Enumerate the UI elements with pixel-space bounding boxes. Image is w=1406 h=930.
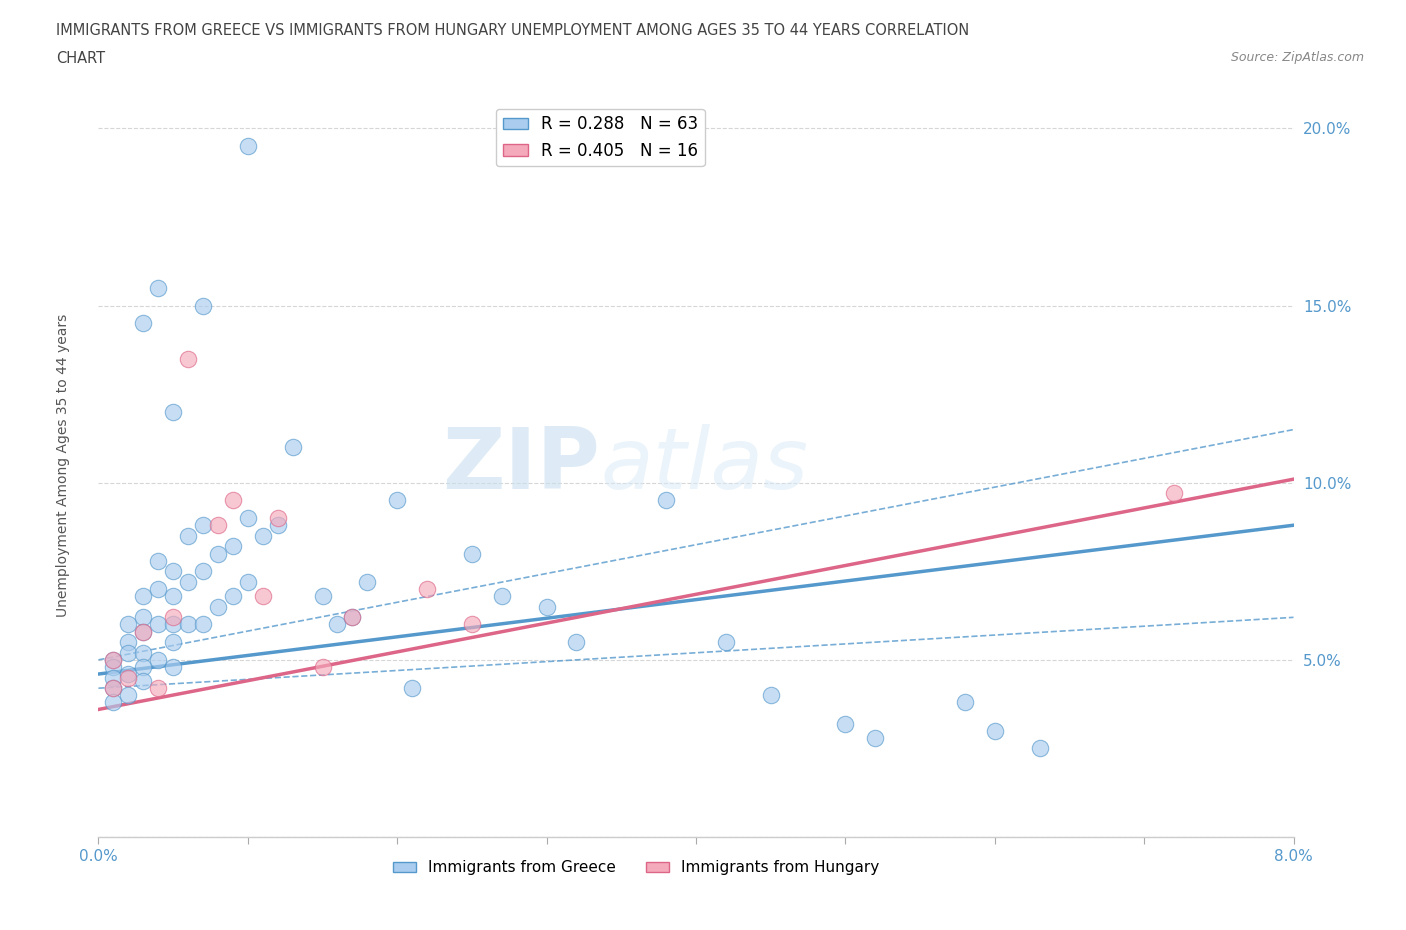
Point: [103, 659, 125, 674]
Point: [311, 659, 333, 674]
Point: [401, 681, 423, 696]
Point: [132, 610, 155, 625]
Text: IMMIGRANTS FROM GREECE VS IMMIGRANTS FROM HUNGARY UNEMPLOYMENT AMONG AGES 35 TO : IMMIGRANTS FROM GREECE VS IMMIGRANTS FRO…: [56, 23, 970, 38]
Point: [461, 546, 484, 561]
Point: [162, 634, 184, 649]
Point: [177, 528, 200, 543]
Point: [461, 617, 484, 631]
Point: [416, 581, 439, 596]
Point: [132, 673, 155, 688]
Point: [342, 610, 364, 625]
Point: [236, 139, 259, 153]
Point: [103, 653, 125, 668]
Point: [162, 589, 184, 604]
Point: [953, 695, 976, 710]
Point: [177, 575, 200, 590]
Point: [267, 518, 290, 533]
Point: [103, 681, 125, 696]
Point: [117, 688, 139, 703]
Point: [148, 581, 170, 596]
Point: [759, 688, 782, 703]
Point: [117, 667, 139, 682]
Point: [1028, 741, 1050, 756]
Point: [565, 634, 588, 649]
Point: [191, 617, 214, 631]
Point: [252, 528, 274, 543]
Point: [865, 730, 887, 745]
Point: [117, 617, 139, 631]
Point: [236, 511, 259, 525]
Text: Source: ZipAtlas.com: Source: ZipAtlas.com: [1230, 51, 1364, 64]
Point: [103, 653, 125, 668]
Point: [207, 546, 229, 561]
Point: [132, 645, 155, 660]
Point: [162, 405, 184, 419]
Point: [222, 589, 245, 604]
Point: [222, 493, 245, 508]
Point: [714, 634, 737, 649]
Point: [162, 617, 184, 631]
Point: [191, 518, 214, 533]
Point: [491, 589, 513, 604]
Point: [311, 589, 333, 604]
Point: [536, 599, 558, 614]
Point: [148, 281, 170, 296]
Point: [162, 564, 184, 578]
Point: [236, 575, 259, 590]
Point: [252, 589, 274, 604]
Point: [177, 617, 200, 631]
Text: CHART: CHART: [56, 51, 105, 66]
Point: [148, 617, 170, 631]
Point: [655, 493, 678, 508]
Point: [148, 653, 170, 668]
Point: [834, 716, 856, 731]
Point: [132, 659, 155, 674]
Point: [117, 671, 139, 685]
Point: [103, 695, 125, 710]
Point: [267, 511, 290, 525]
Point: [222, 539, 245, 554]
Point: [132, 316, 155, 331]
Point: [148, 681, 170, 696]
Point: [326, 617, 349, 631]
Point: [148, 553, 170, 568]
Point: [103, 681, 125, 696]
Point: [132, 589, 155, 604]
Point: [162, 610, 184, 625]
Point: [117, 634, 139, 649]
Point: [177, 352, 200, 366]
Point: [1163, 485, 1185, 500]
Point: [191, 564, 214, 578]
Point: [162, 659, 184, 674]
Point: [385, 493, 409, 508]
Point: [207, 599, 229, 614]
Point: [191, 299, 214, 313]
Point: [356, 575, 378, 590]
Point: [342, 610, 364, 625]
Point: [132, 624, 155, 639]
Point: [132, 624, 155, 639]
Legend: Immigrants from Greece, Immigrants from Hungary: Immigrants from Greece, Immigrants from …: [387, 855, 886, 882]
Point: [281, 440, 304, 455]
Text: Unemployment Among Ages 35 to 44 years: Unemployment Among Ages 35 to 44 years: [56, 313, 70, 617]
Point: [984, 724, 1007, 738]
Point: [103, 671, 125, 685]
Text: atlas: atlas: [600, 423, 808, 507]
Point: [207, 518, 229, 533]
Text: ZIP: ZIP: [443, 423, 600, 507]
Point: [117, 645, 139, 660]
